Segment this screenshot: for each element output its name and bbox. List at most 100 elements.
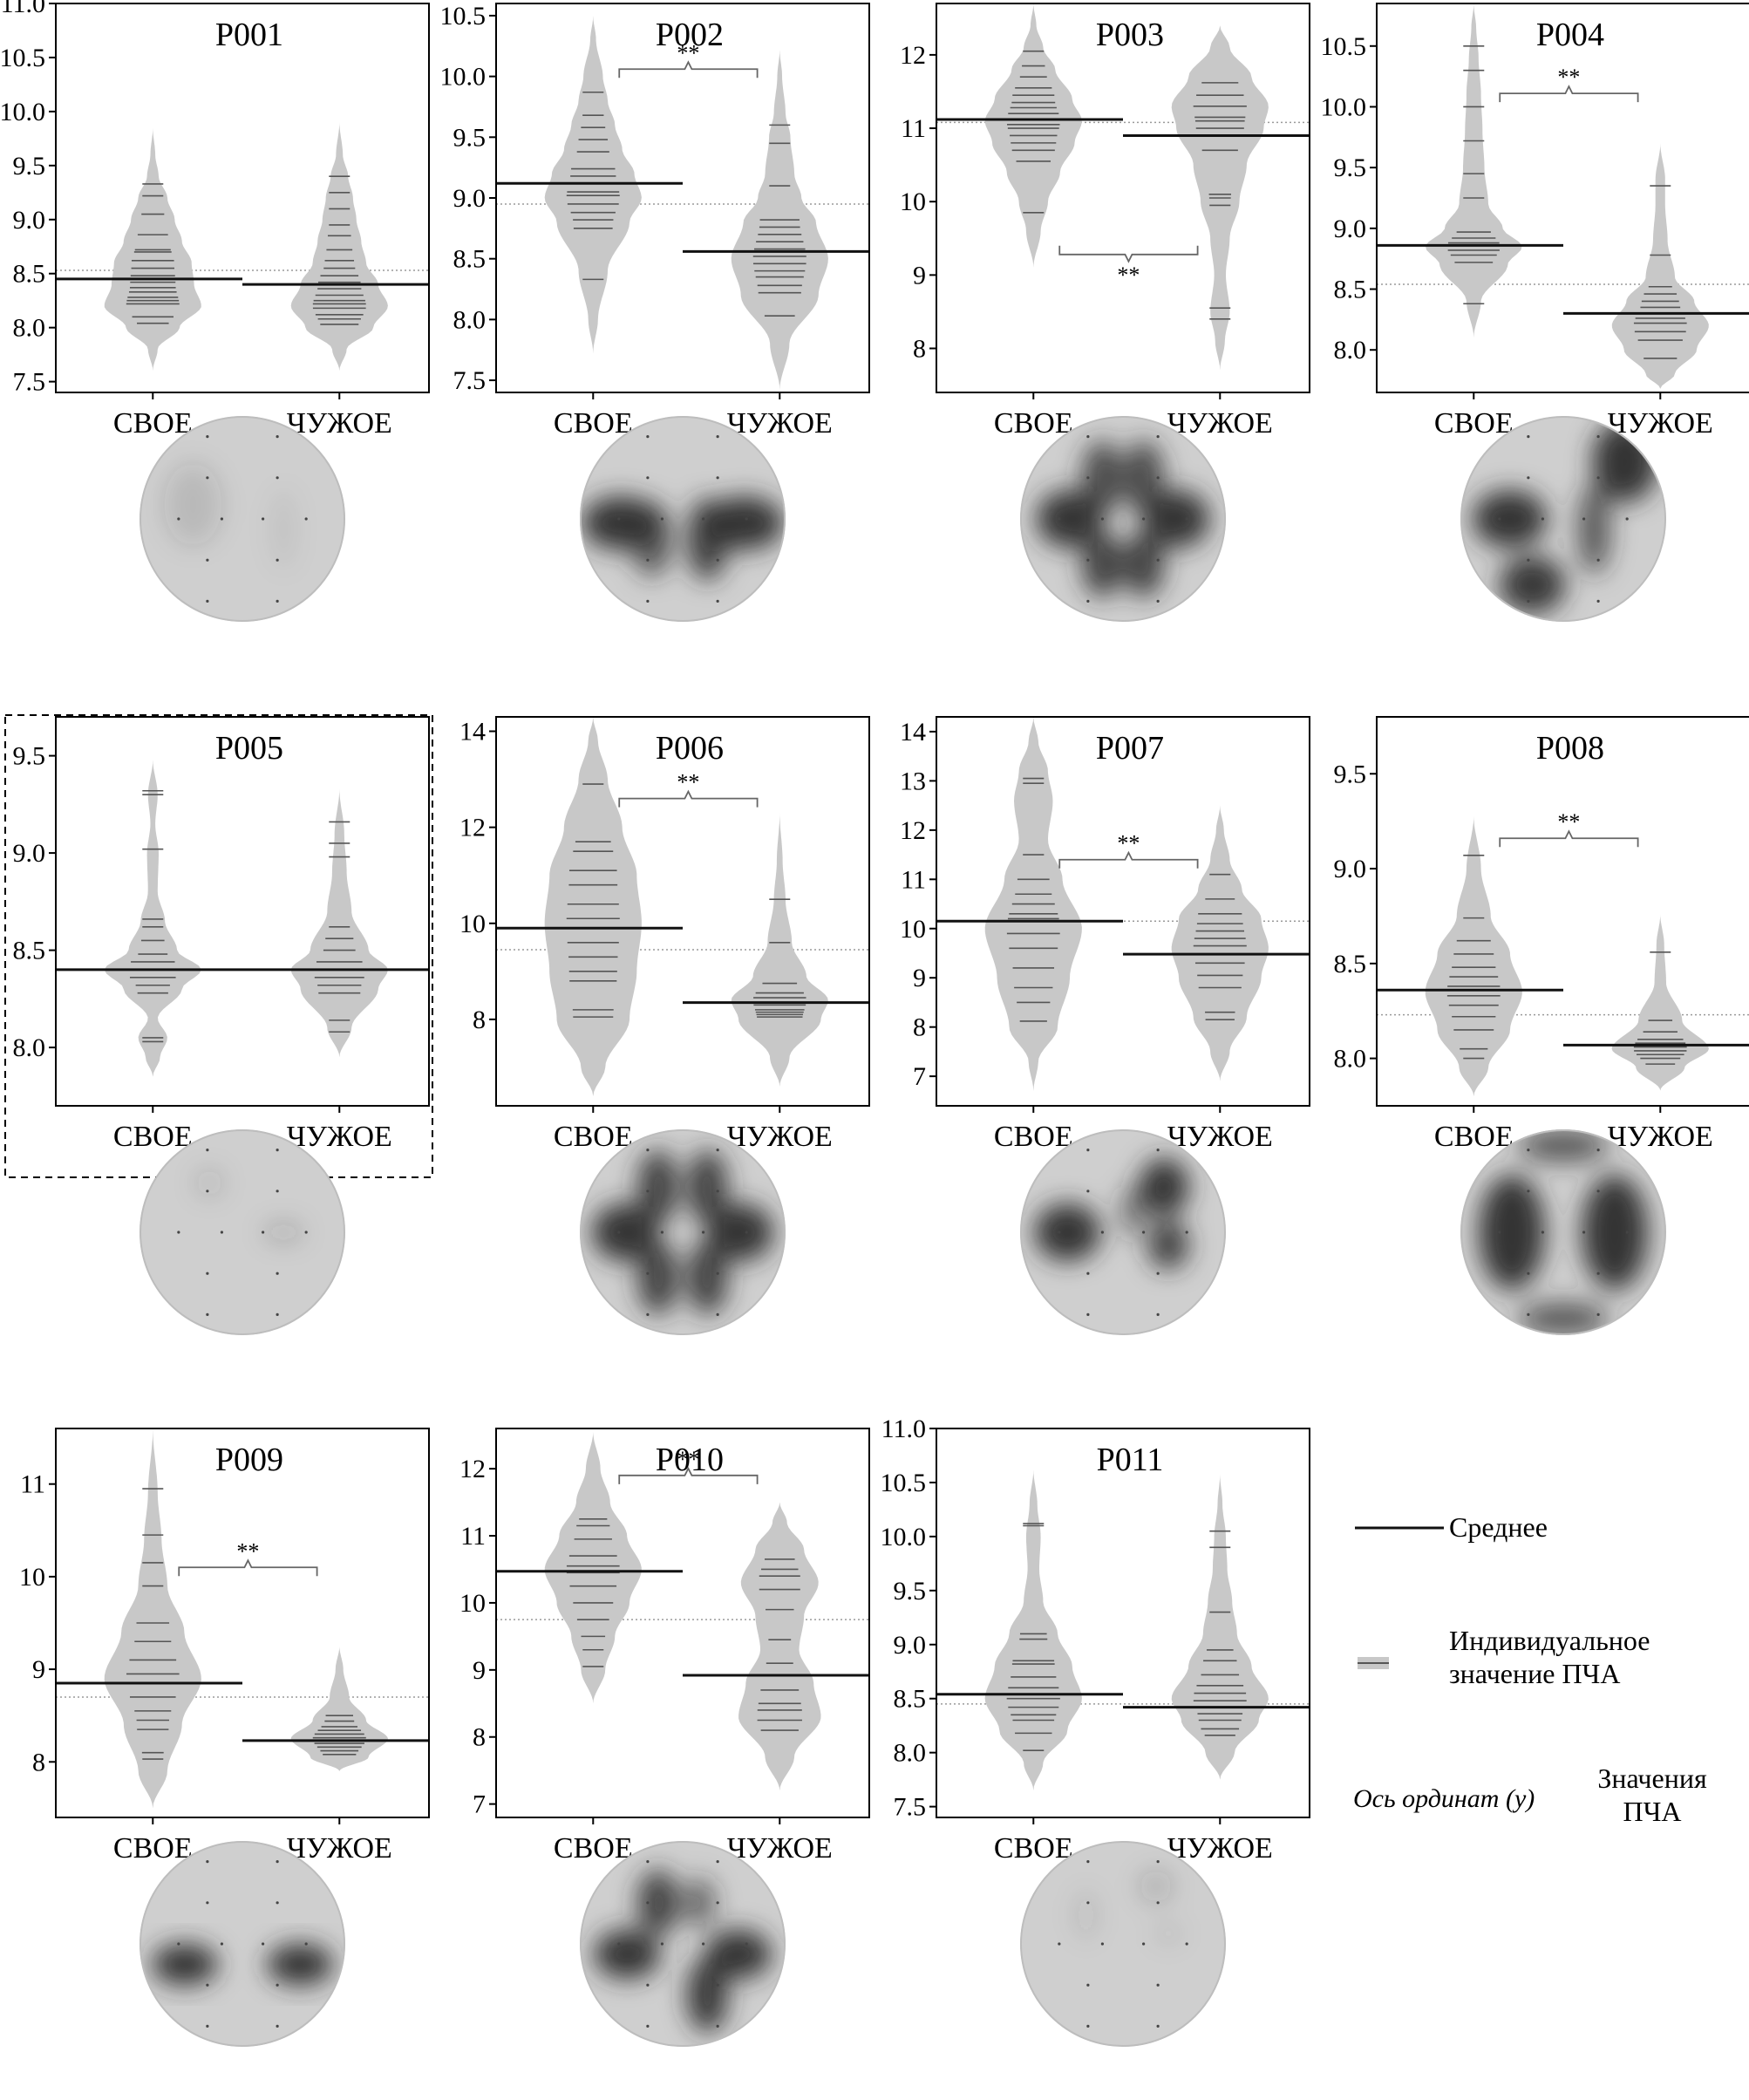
y-tick-label: 11.0 bbox=[881, 1415, 926, 1443]
electrode-dot bbox=[1596, 1190, 1600, 1193]
electrode-dot bbox=[206, 2024, 209, 2028]
topographic-map bbox=[1460, 416, 1666, 622]
panel-title: P005 bbox=[215, 730, 283, 767]
plot-area bbox=[496, 15, 869, 391]
category-label: ЧУЖОЕ bbox=[727, 1121, 833, 1153]
topomap-region bbox=[683, 1878, 716, 1928]
electrode-dot bbox=[206, 476, 209, 480]
electrode-dot bbox=[1086, 1860, 1090, 1864]
electrode-dot bbox=[646, 1901, 650, 1905]
topomap-outline bbox=[1460, 416, 1666, 622]
y-tick-label: 9.0 bbox=[13, 839, 46, 868]
y-tick-label: 9.5 bbox=[13, 742, 46, 771]
electrode-dot bbox=[1058, 1942, 1061, 1946]
electrode-dot bbox=[206, 1312, 209, 1316]
topomap-region bbox=[707, 1203, 773, 1262]
topographic-map bbox=[140, 416, 345, 622]
violin-other bbox=[1611, 143, 1709, 389]
category-label: СВОЕ bbox=[554, 407, 633, 440]
electrode-dot bbox=[1086, 599, 1090, 603]
topomap-region bbox=[637, 1240, 679, 1315]
topomap-region bbox=[164, 463, 222, 546]
y-tick-label: 8.0 bbox=[13, 1033, 46, 1062]
electrode-dot bbox=[646, 476, 650, 480]
y-tick-label: 12 bbox=[900, 816, 926, 845]
violin-own bbox=[1425, 815, 1522, 1097]
electrode-dot bbox=[745, 1942, 748, 1946]
electrode-dot bbox=[220, 1942, 223, 1946]
electrode-dot bbox=[646, 435, 650, 439]
plot-area bbox=[936, 717, 1310, 1092]
electrode-dot bbox=[646, 1983, 650, 1987]
y-tick-label: 8.5 bbox=[13, 260, 46, 289]
electrode-dot bbox=[1100, 1942, 1104, 1946]
plot-frame bbox=[936, 3, 1310, 393]
y-tick-label: 8.0 bbox=[1334, 336, 1367, 365]
electrode-dot bbox=[646, 2024, 650, 2028]
plot-frame bbox=[936, 716, 1310, 1107]
electrode-dot bbox=[646, 1312, 650, 1316]
electrode-dot bbox=[1142, 517, 1146, 521]
y-tick-label: 9.5 bbox=[13, 152, 46, 181]
y-tick-label: 8.5 bbox=[453, 245, 487, 274]
topomap-outline bbox=[140, 416, 345, 622]
electrode-dot bbox=[1156, 558, 1160, 562]
electrode-dot bbox=[262, 517, 265, 521]
electrode-dot bbox=[1142, 1231, 1146, 1234]
plot-area bbox=[1377, 815, 1749, 1097]
panel-title: P001 bbox=[215, 17, 283, 53]
y-tick-label: 7.5 bbox=[453, 366, 487, 395]
topographic-map bbox=[580, 1129, 786, 1335]
electrode-dot bbox=[206, 435, 209, 439]
legend-axis-value: Значения ПЧА bbox=[1569, 1762, 1735, 1828]
electrode-dot bbox=[1156, 599, 1160, 603]
significance-label: ** bbox=[677, 1447, 699, 1472]
category-label: ЧУЖОЕ bbox=[287, 1121, 392, 1153]
significance-label: ** bbox=[677, 40, 699, 65]
electrode-dot bbox=[1142, 1942, 1146, 1946]
y-tick-label: 10.5 bbox=[440, 2, 487, 31]
panel-title: P008 bbox=[1536, 730, 1604, 767]
panel-title: P009 bbox=[215, 1442, 283, 1478]
topomap-region bbox=[704, 1929, 772, 1980]
electrode-dot bbox=[177, 1942, 180, 1946]
category-label: ЧУЖОЕ bbox=[727, 1832, 833, 1865]
electrode-dot bbox=[177, 517, 180, 521]
electrode-dot bbox=[646, 1190, 650, 1193]
electrode-dot bbox=[1185, 1942, 1188, 1946]
legend-mean-row: Среднее bbox=[1353, 1510, 1548, 1545]
electrode-dot bbox=[1086, 1190, 1090, 1193]
topomap-region bbox=[686, 1149, 728, 1224]
electrode-dot bbox=[660, 1231, 664, 1234]
y-tick-label: 8.5 bbox=[1334, 950, 1367, 978]
category-label: ЧУЖОЕ bbox=[1167, 1832, 1273, 1865]
violin-own bbox=[984, 1469, 1082, 1790]
violin-own bbox=[104, 1428, 201, 1809]
legend-individual-line1: Индивидуальное bbox=[1449, 1625, 1650, 1656]
y-tick-label: 11 bbox=[460, 1522, 486, 1551]
topomap-outline bbox=[580, 1129, 786, 1335]
topomap-outline bbox=[1020, 1129, 1226, 1335]
electrode-dot bbox=[1156, 1272, 1160, 1275]
panel-title: P006 bbox=[656, 730, 724, 767]
topomap-region bbox=[1518, 1302, 1609, 1335]
electrode-dot bbox=[646, 1860, 650, 1864]
y-tick-label: 8 bbox=[473, 1006, 486, 1034]
significance-bracket bbox=[1058, 245, 1199, 263]
electrode-dot bbox=[716, 599, 719, 603]
category-label: СВОЕ bbox=[994, 1121, 1073, 1153]
electrode-dot bbox=[1058, 1231, 1061, 1234]
category-label: СВОЕ bbox=[554, 1121, 633, 1153]
electrode-dot bbox=[304, 517, 308, 521]
plot-area bbox=[936, 1469, 1310, 1790]
electrode-dot bbox=[1527, 476, 1530, 480]
category-label: ЧУЖОЕ bbox=[1608, 407, 1713, 440]
y-tick-label: 7.5 bbox=[13, 368, 46, 397]
electrode-dot bbox=[745, 1231, 748, 1234]
violin-other bbox=[1171, 805, 1269, 1081]
plot-area bbox=[496, 717, 869, 1096]
plot-area bbox=[496, 1431, 869, 1791]
violin-other bbox=[290, 788, 388, 1058]
topomap-region bbox=[1123, 440, 1165, 515]
